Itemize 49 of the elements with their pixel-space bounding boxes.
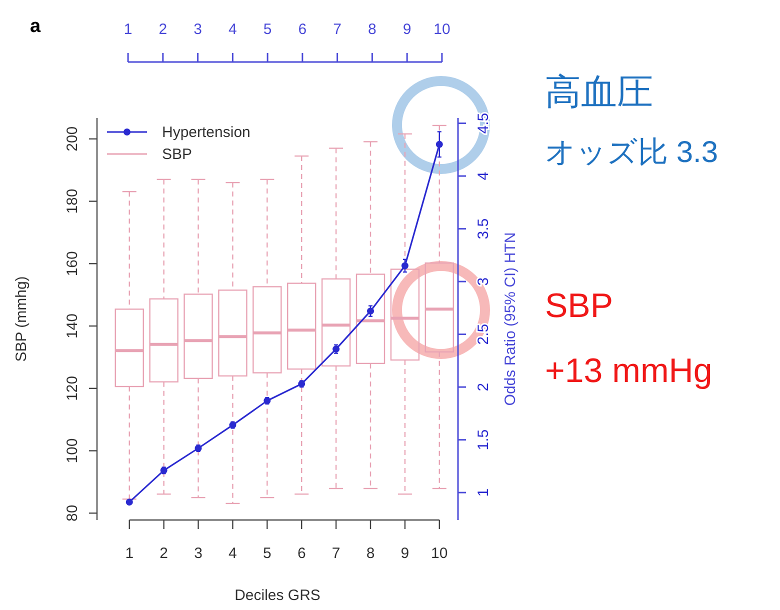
y2-tick-label: 1 [475,488,492,497]
x2-tick-label: 5 [263,21,272,38]
y-tick-label: 100 [64,438,81,464]
point [367,308,374,315]
x2-tick-label: 7 [333,21,342,38]
text: オッズ比 3.3 [545,136,718,169]
point [436,140,443,148]
x-tick-label: 8 [366,545,375,562]
y-tick-label: 140 [64,314,81,339]
x2-tick-label: 8 [368,21,376,38]
x-tick-label: 9 [400,545,410,562]
text: 高血圧 [545,71,653,112]
legend-label: Hypertension [162,124,250,141]
x2-tick-label: 9 [402,21,412,38]
x-tick-label: 4 [228,545,237,562]
x-tick-label: 5 [262,545,272,562]
x-tick-label: 2 [160,545,168,562]
y-tick-label: 80 [64,504,81,522]
x-tick-label: 10 [431,545,448,562]
y2-tick-label: 2.5 [475,324,492,345]
y2-tick-label: 1.5 [475,429,492,450]
legend-label: SBP [162,146,192,163]
y-axis-title: SBP (mmhg) [13,276,30,362]
x2-tick-label: 6 [298,21,307,38]
y2-tick-label: 2 [475,382,492,392]
text: SBP [545,287,614,325]
x-tick-label: 7 [332,545,340,562]
y2-axis-title: Odds Ratio (95% CI) HTN [502,232,519,406]
x2-tick-label: 3 [194,21,202,38]
y-tick-label: 160 [64,251,81,276]
text: a [30,16,41,37]
x2-tick-label: 4 [228,21,237,38]
x-tick-label: 3 [194,545,202,562]
x-tick-label: 6 [297,545,306,562]
point [401,262,408,270]
text: +13 mmHg [545,352,712,390]
y-tick-label: 200 [64,126,81,152]
y-tick-label: 120 [64,376,81,401]
y-tick-label: 180 [64,188,81,214]
y2-tick-label: 4 [475,172,492,180]
point [126,498,133,506]
y2-tick-label: 3.5 [475,218,492,240]
x2-tick-label: 1 [124,21,132,38]
x-axis-title: Deciles GRS [234,587,320,604]
x2-tick-label: 10 [434,21,450,38]
y2-tick-label: 4.5 [475,112,492,134]
x-tick-label: 1 [125,545,134,562]
x2-tick-label: 2 [158,21,168,38]
y2-tick-label: 3 [475,277,492,286]
